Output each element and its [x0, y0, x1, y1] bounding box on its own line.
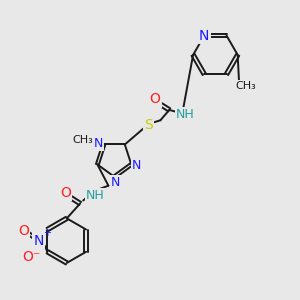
Text: O: O	[150, 92, 160, 106]
Text: O: O	[18, 224, 29, 238]
Text: N: N	[132, 159, 141, 172]
Text: N: N	[33, 234, 44, 248]
Text: NH: NH	[85, 189, 104, 202]
Text: O: O	[60, 186, 71, 200]
Text: CH₃: CH₃	[73, 135, 94, 145]
Text: CH₃: CH₃	[235, 81, 256, 91]
Text: N: N	[199, 28, 209, 43]
Text: S: S	[144, 118, 153, 132]
Text: +: +	[43, 228, 51, 238]
Text: N: N	[94, 136, 103, 149]
Text: NH: NH	[176, 108, 194, 121]
Text: N: N	[111, 176, 121, 189]
Text: O⁻: O⁻	[22, 250, 41, 264]
